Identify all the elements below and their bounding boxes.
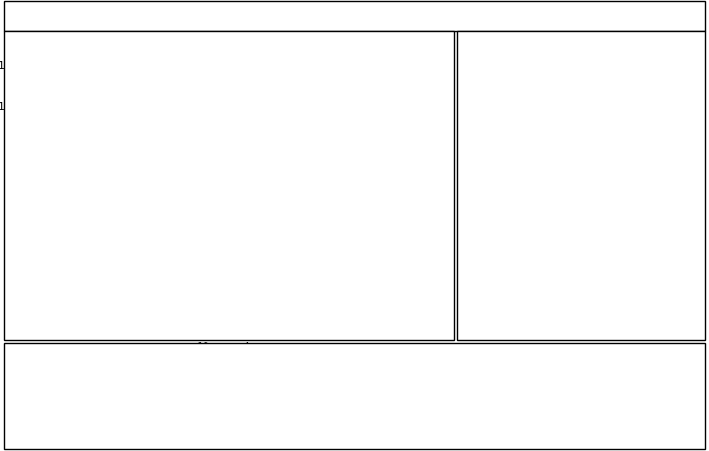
Bar (197, 288, 213, 307)
Bar (388, 296, 405, 307)
Text: 369: 369 (101, 221, 118, 230)
Bar (40, 311, 50, 321)
Text: B. Singapura, Malaysia, Viernam, Indonesia, Filipina, Kamboja, Brunei, Thailand: B. Singapura, Malaysia, Viernam, Indones… (11, 392, 486, 402)
Text: C. Tahiland, Brunei, Kamboja, Filipina, Indonesia, Vietnam, Malaysia, Singapura: C. Tahiland, Brunei, Kamboja, Filipina, … (11, 410, 484, 419)
Bar (211, 309, 254, 323)
Bar (126, 323, 169, 336)
Bar (292, 99, 309, 307)
Text: 1: 1 (410, 295, 415, 304)
Text: 1030: 1030 (307, 313, 328, 320)
Text: 0: 0 (357, 326, 362, 334)
Text: 87: 87 (312, 326, 323, 334)
Bar (118, 303, 135, 307)
Bar (169, 309, 211, 323)
Bar (84, 323, 126, 336)
Text: 8: 8 (187, 326, 193, 334)
Title: Penderita Sembuh Covid-19 di
Negara ASEAN: Penderita Sembuh Covid-19 di Negara ASEA… (130, 7, 345, 37)
Text: D. Tahiland, Kamboja, Brunei, Filipina, Indonesia, Vietnam, Malaysia, Singapura: D. Tahiland, Kamboja, Brunei, Filipina, … (11, 427, 484, 437)
Bar (211, 323, 254, 336)
Bar (40, 324, 50, 335)
Text: 131: 131 (97, 326, 113, 334)
Text: Sejak Januari 2020, sejenis
virus menimbulkan kegaduhan
di Provinsi Wuhan Cina.
: Sejak Januari 2020, sejenis virus menimb… (462, 56, 631, 152)
Text: 385: 385 (54, 218, 71, 227)
Bar (35, 309, 84, 323)
Text: 1: 1 (399, 326, 405, 334)
Text: 230: 230 (149, 249, 166, 258)
Text: Pilihlah salah satu jawaban yang benar!: Pilihlah salah satu jawaban yang benar! (11, 364, 284, 375)
Bar (169, 323, 211, 336)
Text: 385: 385 (97, 313, 113, 320)
Text: 51: 51 (397, 313, 408, 320)
Text: 272: 272 (340, 241, 357, 250)
Bar (84, 309, 126, 323)
Bar (296, 323, 339, 336)
Bar (338, 309, 381, 323)
Bar (340, 252, 357, 307)
Bar (296, 309, 339, 323)
Bar (309, 289, 325, 307)
Bar (101, 232, 118, 307)
Text: 1: 1 (272, 326, 278, 334)
X-axis label: Negara Asean: Negara Asean (198, 341, 277, 351)
Text: 1030: 1030 (289, 88, 312, 97)
Text: 17: 17 (216, 292, 228, 301)
Text: 369: 369 (140, 313, 155, 320)
Text: 51: 51 (391, 285, 402, 295)
Bar (166, 305, 183, 307)
Bar (213, 303, 230, 307)
Bar (338, 323, 381, 336)
Bar (245, 291, 262, 307)
Text: Perhatikan informasi pada diagram batang berikut untuk soal nomor 9-10.: Perhatikan informasi pada diagram batang… (11, 10, 455, 23)
Text: 78: 78 (247, 280, 259, 289)
Text: Sembuh: Sembuh (52, 325, 86, 333)
Text: 78: 78 (269, 313, 280, 320)
Bar (381, 309, 423, 323)
Text: 87: 87 (312, 278, 323, 287)
Text: 17: 17 (143, 326, 153, 334)
Bar (150, 260, 166, 307)
Text: 17: 17 (227, 326, 238, 334)
Bar (35, 307, 84, 336)
Text: 9. Urutan negara-negara tersebut berdasarkan banyak penderita yang sembuh dilanj: 9. Urutan negara-negara tersebut berdasa… (11, 346, 628, 368)
Text: 0: 0 (362, 296, 368, 305)
Bar (126, 309, 169, 323)
Bar (254, 309, 296, 323)
Text: 17: 17 (121, 292, 133, 301)
Text: 230: 230 (182, 313, 198, 320)
Text: 272: 272 (352, 313, 368, 320)
Text: 131: 131 (70, 269, 87, 278)
Bar (381, 323, 423, 336)
Bar (254, 323, 296, 336)
Text: A. Brunei, Filipina, Indonesia, Thailand, Kamboja, Malaysia, Singapura, Vietnam: A. Brunei, Filipina, Indonesia, Thailand… (11, 375, 485, 385)
Text: 1: 1 (267, 295, 272, 304)
Text: 91: 91 (199, 277, 211, 286)
Bar (54, 229, 70, 307)
Text: 8: 8 (172, 294, 177, 303)
Text: Penderita: Penderita (52, 313, 92, 320)
Text: 91: 91 (227, 313, 238, 320)
Bar (70, 281, 87, 307)
